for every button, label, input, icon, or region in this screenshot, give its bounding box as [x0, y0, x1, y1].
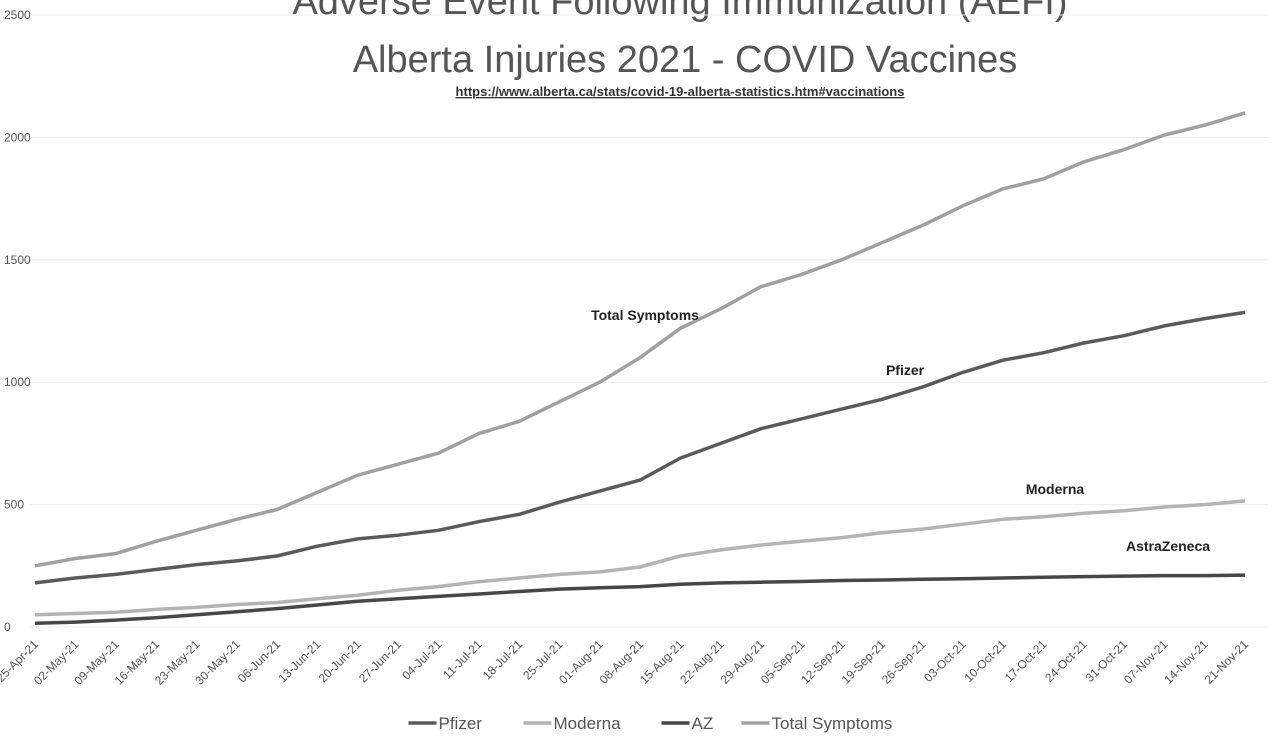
series-line — [34, 310, 1246, 585]
x-tick-label: 11-Jul-21 — [440, 637, 485, 682]
x-tick-label: 21-Nov-21 — [1202, 637, 1252, 687]
y-tick-label: 1000 — [4, 375, 31, 389]
x-tick-label: 24-Oct-21 — [1042, 637, 1090, 685]
x-tick-label: 10-Oct-21 — [961, 637, 1009, 685]
chart-title: Adverse Event Following Immunization (AE… — [292, 0, 1067, 23]
series-line — [34, 573, 1246, 626]
y-tick-label: 2500 — [4, 8, 31, 22]
y-tick-label: 1500 — [4, 253, 31, 267]
x-tick-label: 13-Jun-21 — [275, 637, 323, 685]
series-line — [34, 499, 1246, 617]
legend-label: Total Symptoms — [772, 714, 893, 733]
x-tick-label: 04-Jul-21 — [399, 637, 445, 683]
x-tick-label: 18-Jul-21 — [480, 637, 526, 683]
annotation: AstraZeneca — [1126, 538, 1210, 554]
chart-subtitle: Alberta Injuries 2021 - COVID Vaccines — [353, 39, 1018, 81]
x-tick-label: 17-Oct-21 — [1002, 637, 1050, 685]
y-tick-label: 500 — [4, 498, 24, 512]
legend-label: Moderna — [554, 714, 622, 733]
legend-label: AZ — [692, 714, 714, 733]
source-link: https://www.alberta.ca/stats/covid-19-al… — [456, 84, 905, 99]
x-tick-label: 06-Jun-21 — [235, 637, 283, 685]
legend-label: Pfizer — [439, 714, 483, 733]
y-tick-label: 0 — [4, 620, 11, 634]
annotation: Total Symptoms — [591, 307, 699, 323]
x-tick-label: 03-Oct-21 — [921, 637, 969, 685]
series-line — [34, 111, 1246, 568]
x-tick-label: 26-Sep-21 — [879, 637, 929, 687]
annotation: Pfizer — [886, 362, 925, 378]
annotation: Moderna — [1026, 481, 1085, 497]
y-tick-label: 2000 — [4, 130, 31, 144]
x-tick-label: 27-Jun-21 — [356, 637, 404, 685]
x-tick-label: 20-Jun-21 — [316, 637, 364, 685]
